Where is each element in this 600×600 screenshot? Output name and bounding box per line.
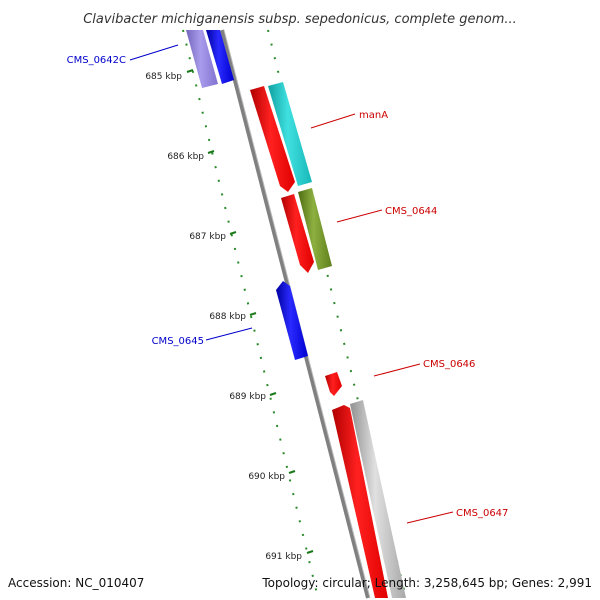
leader-cms-0647 (406, 511, 454, 524)
accession-text: Accession: NC_010407 (8, 576, 144, 590)
feature-mana-gene[interactable] (250, 86, 295, 192)
feature-cms-0645[interactable] (276, 281, 308, 360)
gene-labels: CMS_0642C manA CMS_0644 CMS_0645 CMS_064… (67, 55, 509, 519)
leader-cms-0642c (129, 44, 179, 61)
genome-summary-text: Topology: circular; Length: 3,258,645 bp… (261, 576, 592, 590)
tick-685: 685 kbp (145, 69, 194, 82)
leader-cms-0646 (373, 363, 421, 377)
leader-cms-0645 (205, 327, 253, 341)
gene-label-cms-0647[interactable]: CMS_0647 (456, 508, 508, 519)
tick-label: 689 kbp (229, 392, 266, 402)
tick-691: 691 kbp (265, 550, 314, 562)
feature-mana-cds[interactable] (268, 82, 312, 186)
callout-lines (129, 44, 454, 524)
feature-cms-0646[interactable] (325, 372, 342, 396)
gene-label-cms-0645[interactable]: CMS_0645 (152, 336, 204, 347)
tick-label: 687 kbp (189, 232, 226, 242)
tick-label: 690 kbp (248, 472, 285, 482)
gene-label-mana[interactable]: manA (359, 110, 388, 121)
feature-cms-0642c-track[interactable] (186, 30, 218, 88)
scale-ticks: 685 kbp 686 kbp 687 kbp 688 kbp 689 kbp … (145, 69, 314, 562)
tick-label: 685 kbp (145, 72, 182, 82)
feature-cms-0644-gene[interactable] (281, 194, 314, 273)
tick-label: 688 kbp (209, 312, 246, 322)
feature-cms-0647-gene[interactable] (332, 405, 388, 598)
tick-label: 686 kbp (167, 152, 204, 162)
gene-features (186, 30, 406, 598)
map-title: Clavibacter michiganensis subsp. sepedon… (83, 12, 517, 27)
feature-cms-0642c[interactable] (206, 30, 234, 84)
gene-label-cms-0646[interactable]: CMS_0646 (423, 359, 475, 370)
leader-mana (310, 113, 356, 129)
gene-label-cms-0644[interactable]: CMS_0644 (385, 206, 437, 217)
feature-cms-0647-cds[interactable] (350, 400, 406, 598)
gene-label-cms-0642c[interactable]: CMS_0642C (67, 55, 126, 66)
tick-label: 691 kbp (265, 552, 302, 562)
tick-686: 686 kbp (167, 150, 215, 162)
tick-690: 690 kbp (248, 470, 296, 482)
tick-689: 689 kbp (229, 392, 277, 402)
feature-cms-0644-cds[interactable] (298, 188, 332, 270)
tick-687: 687 kbp (189, 231, 237, 242)
tick-688: 688 kbp (209, 312, 257, 322)
leader-cms-0644 (336, 209, 383, 223)
